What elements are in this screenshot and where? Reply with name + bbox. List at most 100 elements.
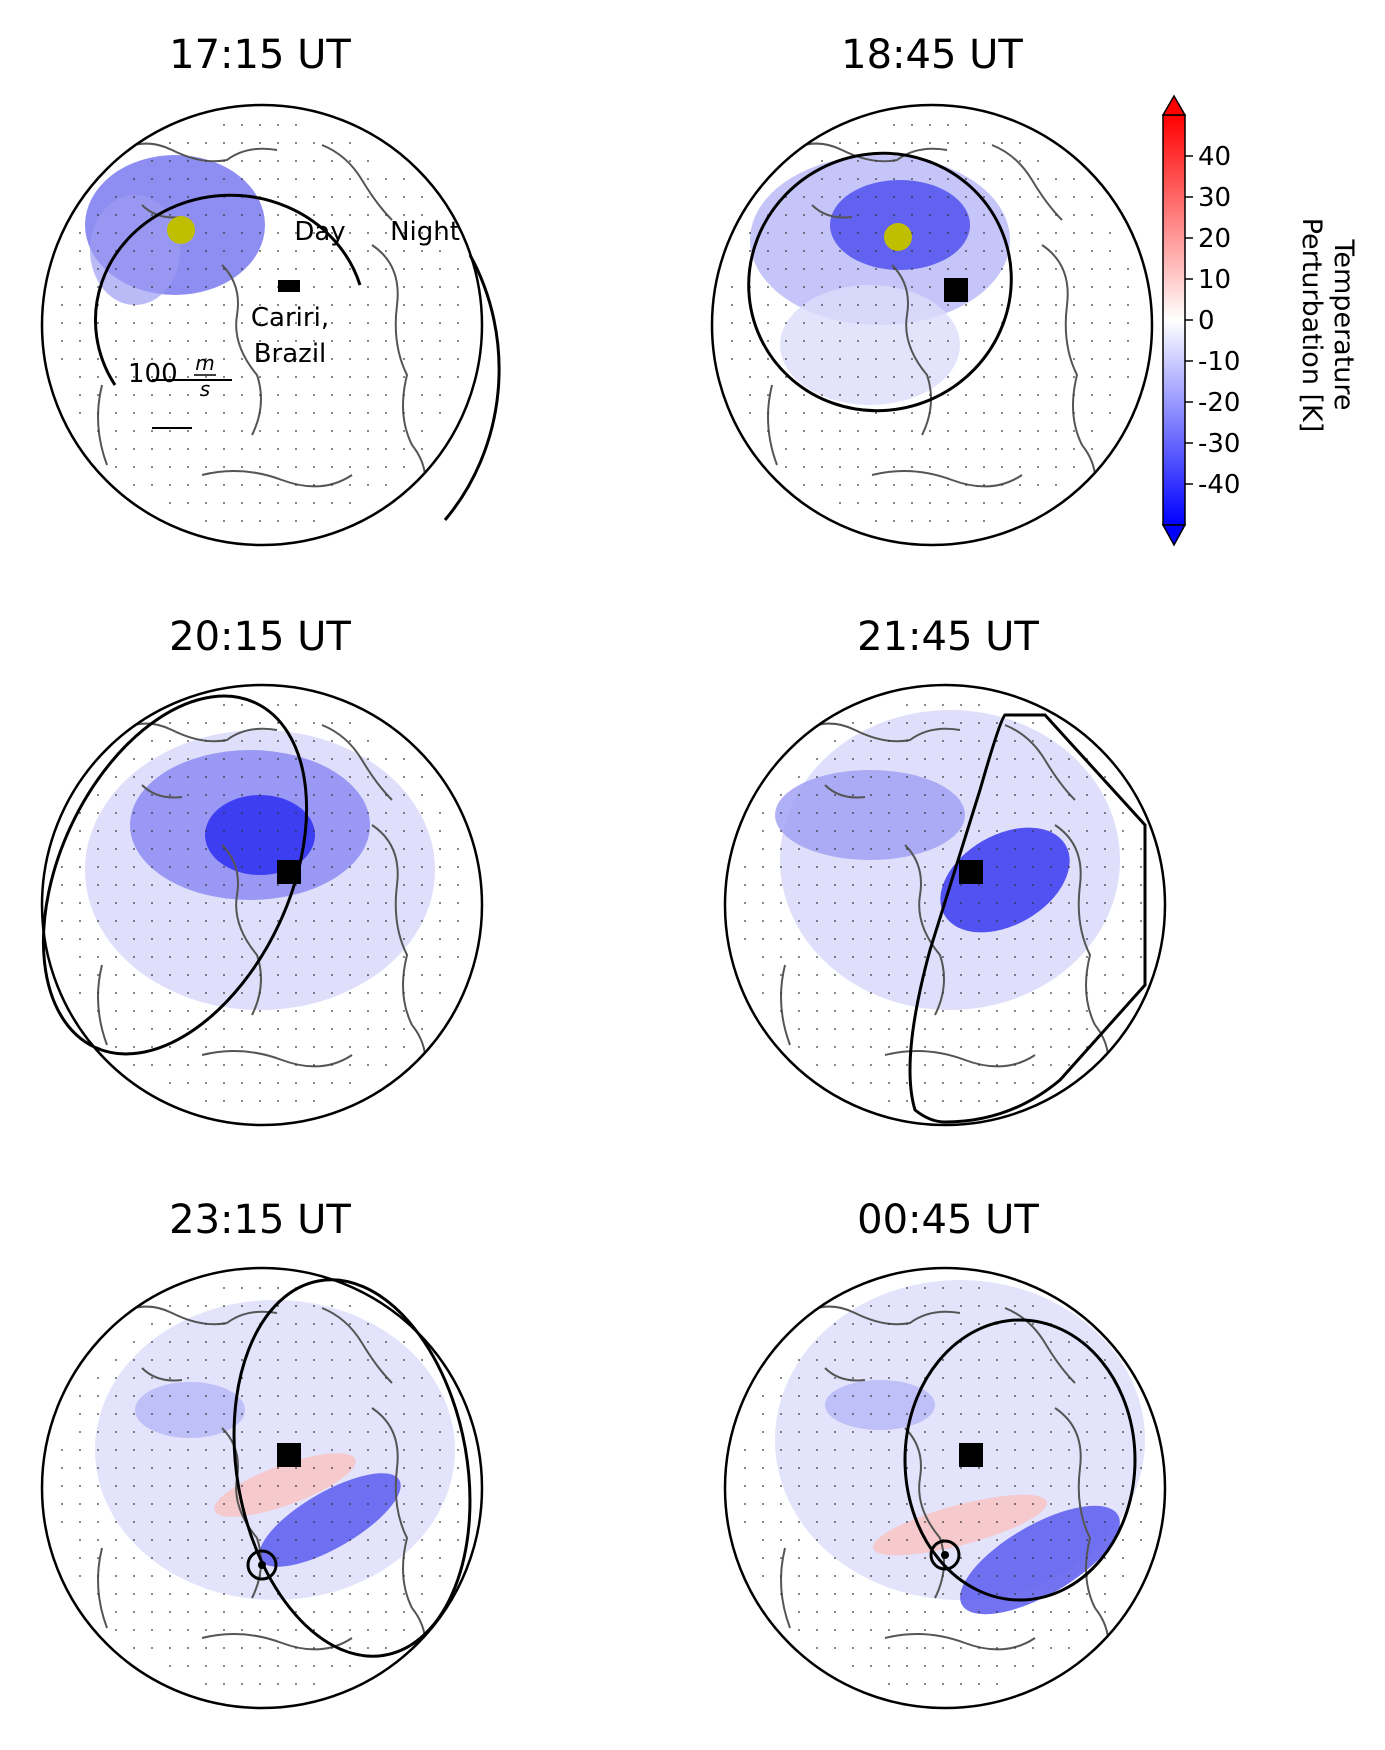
- wind-vector: [421, 1575, 423, 1577]
- wind-vector: [97, 214, 99, 216]
- wind-vector: [79, 232, 81, 234]
- wind-vector: [295, 1683, 297, 1685]
- wind-vector: [79, 358, 81, 360]
- wind-vector: [439, 902, 441, 904]
- wind-vector: [924, 1503, 926, 1505]
- wind-vector: [870, 1431, 872, 1433]
- wind-vector: [1068, 1647, 1070, 1649]
- wind-vector: [115, 322, 117, 324]
- wind-vector: [385, 250, 387, 252]
- wind-vector: [151, 848, 153, 850]
- wind-vector: [1127, 322, 1129, 324]
- wind-vector: [313, 1557, 315, 1559]
- wind-vector: [223, 704, 225, 706]
- wind-vector: [870, 1665, 872, 1667]
- wind-vector: [169, 848, 171, 850]
- wind-vector: [1001, 178, 1003, 180]
- wind-vector: [205, 1557, 207, 1559]
- wind-vector: [97, 1593, 99, 1595]
- wind-vector: [133, 1431, 135, 1433]
- wind-vector: [241, 812, 243, 814]
- wind-vector: [277, 1629, 279, 1631]
- wind-vector: [205, 812, 207, 814]
- wind-vector: [893, 448, 895, 450]
- wind-vector: [803, 214, 805, 216]
- wind-vector: [875, 160, 877, 162]
- wind-vector: [852, 866, 854, 868]
- wind-vector: [893, 142, 895, 144]
- wind-vector: [349, 322, 351, 324]
- wind-vector: [403, 830, 405, 832]
- wind-vector: [385, 1485, 387, 1487]
- wind-vector: [367, 992, 369, 994]
- wind-vector: [79, 920, 81, 922]
- wind-vector: [169, 830, 171, 832]
- wind-vector: [421, 1485, 423, 1487]
- wind-vector: [187, 1449, 189, 1451]
- wind-vector: [983, 286, 985, 288]
- wind-vector: [996, 938, 998, 940]
- wind-vector: [133, 992, 135, 994]
- wind-vector: [97, 1521, 99, 1523]
- wind-vector: [115, 304, 117, 306]
- wind-vector: [313, 1413, 315, 1415]
- wind-vector: [929, 178, 931, 180]
- wind-vector: [241, 740, 243, 742]
- wind-vector: [151, 232, 153, 234]
- wind-vector: [385, 1341, 387, 1343]
- wind-vector: [223, 124, 225, 126]
- wind-vector: [79, 1539, 81, 1541]
- wind-vector: [834, 866, 836, 868]
- wind-vector: [929, 286, 931, 288]
- wind-vector: [947, 502, 949, 504]
- wind-vector: [439, 394, 441, 396]
- wind-vector: [821, 484, 823, 486]
- wind-vector: [1019, 250, 1021, 252]
- wind-vector: [349, 178, 351, 180]
- wind-vector: [1122, 1485, 1124, 1487]
- wind-vector: [133, 866, 135, 868]
- wind-vector: [295, 430, 297, 432]
- wind-vector: [1068, 1431, 1070, 1433]
- wind-vector: [367, 1413, 369, 1415]
- wind-vector: [983, 394, 985, 396]
- wind-vector: [421, 268, 423, 270]
- panel-5-title: 23:15 UT: [169, 1197, 351, 1243]
- wind-vector: [857, 160, 859, 162]
- wind-vector: [259, 160, 261, 162]
- wind-vector: [1122, 920, 1124, 922]
- panel-5-cold-anomaly: [259, 1473, 401, 1567]
- wind-vector: [978, 1683, 980, 1685]
- wind-vector: [97, 848, 99, 850]
- wind-vector: [349, 830, 351, 832]
- wind-vector: [834, 1539, 836, 1541]
- wind-vector: [439, 340, 441, 342]
- wind-vector: [79, 304, 81, 306]
- wind-vector: [313, 1359, 315, 1361]
- wind-vector: [960, 1683, 962, 1685]
- wind-vector: [241, 142, 243, 144]
- wind-vector: [277, 1665, 279, 1667]
- wind-vector: [983, 340, 985, 342]
- wind-vector: [1050, 1413, 1052, 1415]
- wind-vector: [1032, 866, 1034, 868]
- wind-vector: [870, 956, 872, 958]
- wind-vector: [61, 884, 63, 886]
- wind-vector: [857, 412, 859, 414]
- wind-vector: [259, 758, 261, 760]
- wind-vector: [929, 394, 931, 396]
- wind-vector: [888, 974, 890, 976]
- wind-vector: [403, 232, 405, 234]
- wind-vector: [187, 178, 189, 180]
- wind-vector: [259, 1377, 261, 1379]
- wind-vector: [187, 1665, 189, 1667]
- wind-vector: [906, 1287, 908, 1289]
- wind-vector: [205, 250, 207, 252]
- wind-vector: [816, 884, 818, 886]
- wind-vector: [313, 268, 315, 270]
- wind-vector: [1104, 848, 1106, 850]
- colorbar-tick-label: 30: [1198, 183, 1231, 213]
- wind-vector: [169, 286, 171, 288]
- wind-vector: [929, 340, 931, 342]
- wind-vector: [241, 1557, 243, 1559]
